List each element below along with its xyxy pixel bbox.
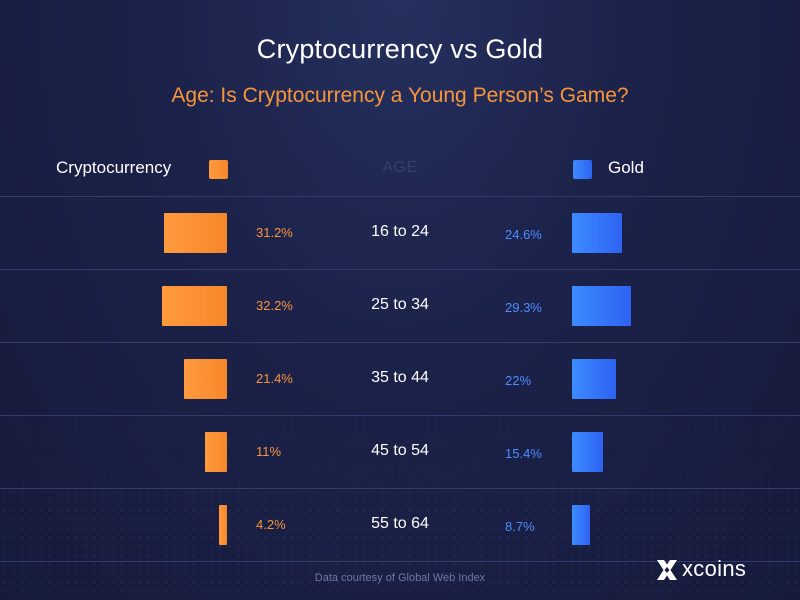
crypto-value-label: 4.2% bbox=[256, 516, 286, 532]
crypto-bar bbox=[183, 358, 227, 399]
row-divider bbox=[0, 269, 800, 270]
row-divider bbox=[0, 561, 800, 562]
background-dot-pattern bbox=[0, 380, 800, 600]
gold-bar bbox=[572, 431, 604, 472]
row-divider bbox=[0, 342, 800, 343]
age-group-label: 16 to 24 bbox=[371, 222, 429, 240]
crypto-value-label: 31.2% bbox=[256, 224, 293, 240]
xcoins-x-icon bbox=[657, 560, 677, 580]
crypto-value-label: 32.2% bbox=[256, 297, 293, 313]
gold-bar bbox=[572, 504, 590, 545]
data-source-footnote: Data courtesy of Global Web Index bbox=[314, 572, 486, 584]
crypto-bar bbox=[204, 431, 227, 472]
age-group-label: 25 to 34 bbox=[371, 295, 429, 313]
crypto-bar bbox=[164, 212, 227, 253]
row-divider bbox=[0, 488, 800, 489]
age-column-header: AGE bbox=[382, 159, 418, 176]
gold-bar bbox=[572, 285, 632, 326]
age-group-label: 35 to 44 bbox=[371, 368, 429, 386]
row-divider bbox=[0, 196, 800, 197]
gold-value-label: 24.6% bbox=[505, 226, 542, 242]
legend-swatch-gold bbox=[573, 160, 592, 179]
gold-value-label: 8.7% bbox=[505, 518, 535, 534]
xcoins-logo: xcoins bbox=[655, 555, 765, 583]
crypto-bar bbox=[218, 504, 227, 545]
legend-swatch-cryptocurrency bbox=[209, 160, 228, 179]
gold-bar bbox=[572, 212, 622, 253]
gold-bar bbox=[572, 358, 617, 399]
chart-title: Cryptocurrency vs Gold bbox=[256, 34, 544, 64]
gold-value-label: 22% bbox=[505, 372, 532, 388]
legend-label-gold: Gold bbox=[608, 158, 644, 177]
age-group-label: 55 to 64 bbox=[371, 514, 429, 532]
row-divider bbox=[0, 415, 800, 416]
crypto-bar bbox=[162, 285, 227, 326]
chart-subtitle: Age: Is Cryptocurrency a Young Person’s … bbox=[171, 84, 629, 107]
age-group-label: 45 to 54 bbox=[371, 441, 429, 459]
gold-value-label: 15.4% bbox=[505, 445, 542, 461]
crypto-value-label: 11% bbox=[256, 443, 282, 459]
gold-value-label: 29.3% bbox=[505, 299, 542, 315]
logo-wordmark: xcoins bbox=[682, 556, 747, 581]
legend-label-cryptocurrency: Cryptocurrency bbox=[56, 158, 172, 177]
crypto-value-label: 21.4% bbox=[256, 370, 293, 386]
